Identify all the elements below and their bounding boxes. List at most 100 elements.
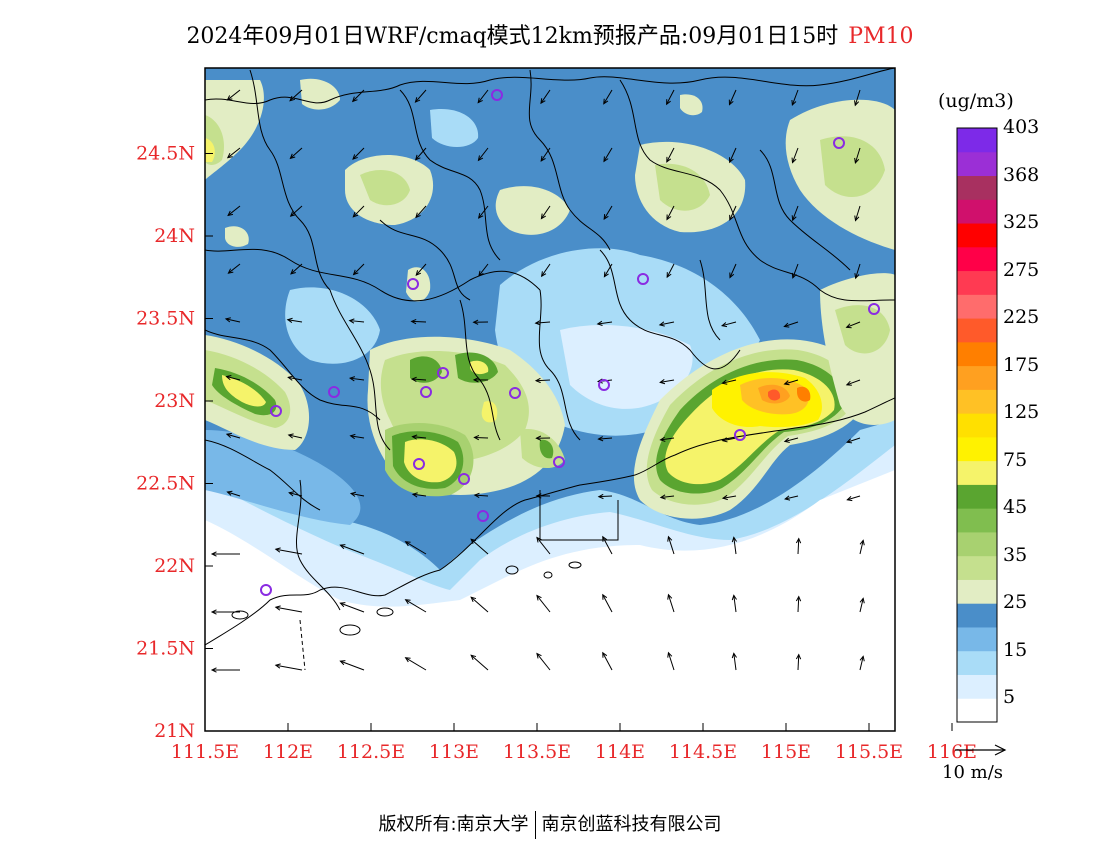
station-marker <box>413 458 425 470</box>
wind-arrow <box>602 651 613 671</box>
colorbar-swatch <box>957 555 997 580</box>
wind-arrow <box>603 205 613 221</box>
wind-arrow <box>845 437 861 444</box>
wind-arrow <box>289 205 303 217</box>
wind-arrow <box>845 321 861 329</box>
colorbar-label: 275 <box>1003 258 1040 281</box>
x-tick-label: 113.5E <box>503 741 571 763</box>
wind-arrow <box>845 379 861 386</box>
x-tick-label: 112.5E <box>337 741 405 763</box>
colorbar-swatch <box>957 389 997 414</box>
wind-arrow <box>274 663 303 671</box>
wind-arrow <box>473 435 489 441</box>
wind-arrow <box>477 89 489 104</box>
wind-arrow <box>411 434 427 440</box>
colorbar-swatch <box>957 175 997 200</box>
station-marker <box>491 89 503 101</box>
wind-arrow <box>666 147 675 163</box>
wind-arrow <box>349 433 365 440</box>
wind-arrow <box>415 263 427 276</box>
station-marker <box>868 303 880 315</box>
wind-arrow <box>286 317 303 323</box>
wind-arrow <box>783 437 799 443</box>
x-tick-label: 111.5E <box>171 741 239 763</box>
colorbar-frame <box>956 127 998 723</box>
wind-arrow <box>411 492 427 498</box>
wind-arrow <box>210 551 240 557</box>
colorbar <box>956 127 998 723</box>
wind-arrow <box>846 495 861 502</box>
colorbar-label: 368 <box>1003 163 1040 186</box>
wind-arrow <box>289 89 303 102</box>
x-tick-label: 113E <box>429 741 479 763</box>
wind-arrow <box>210 667 240 673</box>
wind-arrow <box>729 205 737 221</box>
wind-arrow <box>414 89 427 103</box>
wind-arrow <box>854 263 861 280</box>
wind-arrow <box>534 320 551 326</box>
wind-arrow <box>667 535 675 555</box>
y-tick-label: 23N <box>154 390 195 412</box>
station-marker <box>637 273 649 285</box>
colorbar-swatch <box>957 294 997 319</box>
wind-arrow <box>859 655 865 671</box>
wind-arrow <box>854 89 861 107</box>
field-patch-7 <box>225 226 249 247</box>
map-title: 2024年09月01日WRF/cmaq模式12km预报产品:09月01日15时 P… <box>0 18 1100 50</box>
field-central-5 <box>560 325 693 409</box>
station-marker <box>328 386 340 398</box>
wind-arrow <box>348 318 365 324</box>
wind-arrow <box>352 263 365 276</box>
wind-arrow <box>602 535 613 555</box>
wind-arrow <box>729 263 737 279</box>
field-prd-75 <box>404 439 457 483</box>
pm10-field <box>205 68 895 731</box>
wind-arrow <box>721 379 737 385</box>
colorbar-label: 75 <box>1003 448 1028 471</box>
wind-arrow <box>352 147 365 160</box>
x-tick-label: 114.5E <box>669 741 737 763</box>
field-patch-2b <box>655 163 710 211</box>
wind-arrow <box>288 491 303 497</box>
wind-arrow <box>667 593 675 613</box>
copyright-footer: 版权所有:南京大学 南京创蓝科技有限公司 <box>0 810 1100 839</box>
wind-arrow <box>721 494 737 501</box>
wind-arrow <box>603 263 613 278</box>
station-marker <box>553 456 565 468</box>
dashed-line <box>299 619 306 671</box>
field-north-15 <box>430 109 479 147</box>
wind-arrow <box>339 544 365 555</box>
wind-arrow <box>289 147 303 160</box>
y-tick-label: 22.5N <box>136 473 195 495</box>
wind-arrow <box>731 536 737 555</box>
field-west-15 <box>285 287 380 364</box>
field-sw-blue <box>205 430 361 525</box>
wind-arrow <box>791 147 799 164</box>
wind-arrow <box>783 321 799 328</box>
x-axis: 111.5E 112E 112.5E 113E 113.5E 114E 114.5E 115E… <box>171 723 977 763</box>
wind-arrow <box>410 376 427 382</box>
monitoring-stations <box>260 89 880 596</box>
colorbar-swatch <box>957 531 997 557</box>
colorbar-swatch <box>957 270 997 295</box>
wind-arrow <box>667 651 675 671</box>
wind-arrow <box>783 379 799 386</box>
colorbar-swatch <box>957 650 997 675</box>
station-marker <box>437 367 449 379</box>
wind-arrow <box>472 319 489 325</box>
colorbar-swatch <box>957 508 997 533</box>
wind-arrow <box>791 263 799 279</box>
wind-arrow <box>404 541 427 555</box>
wind-arrow <box>536 594 551 613</box>
wind-arrow <box>602 593 613 613</box>
colorbar-swatch <box>957 579 997 604</box>
field-sea-0 <box>205 470 895 731</box>
station-marker <box>270 405 282 417</box>
coastline <box>205 397 895 646</box>
station-marker <box>477 510 489 522</box>
colorbar-swatch <box>957 460 997 485</box>
wind-arrow <box>791 205 799 222</box>
wind-arrow <box>536 652 551 671</box>
wind-arrow <box>666 89 675 106</box>
wind-arrow <box>603 89 613 105</box>
